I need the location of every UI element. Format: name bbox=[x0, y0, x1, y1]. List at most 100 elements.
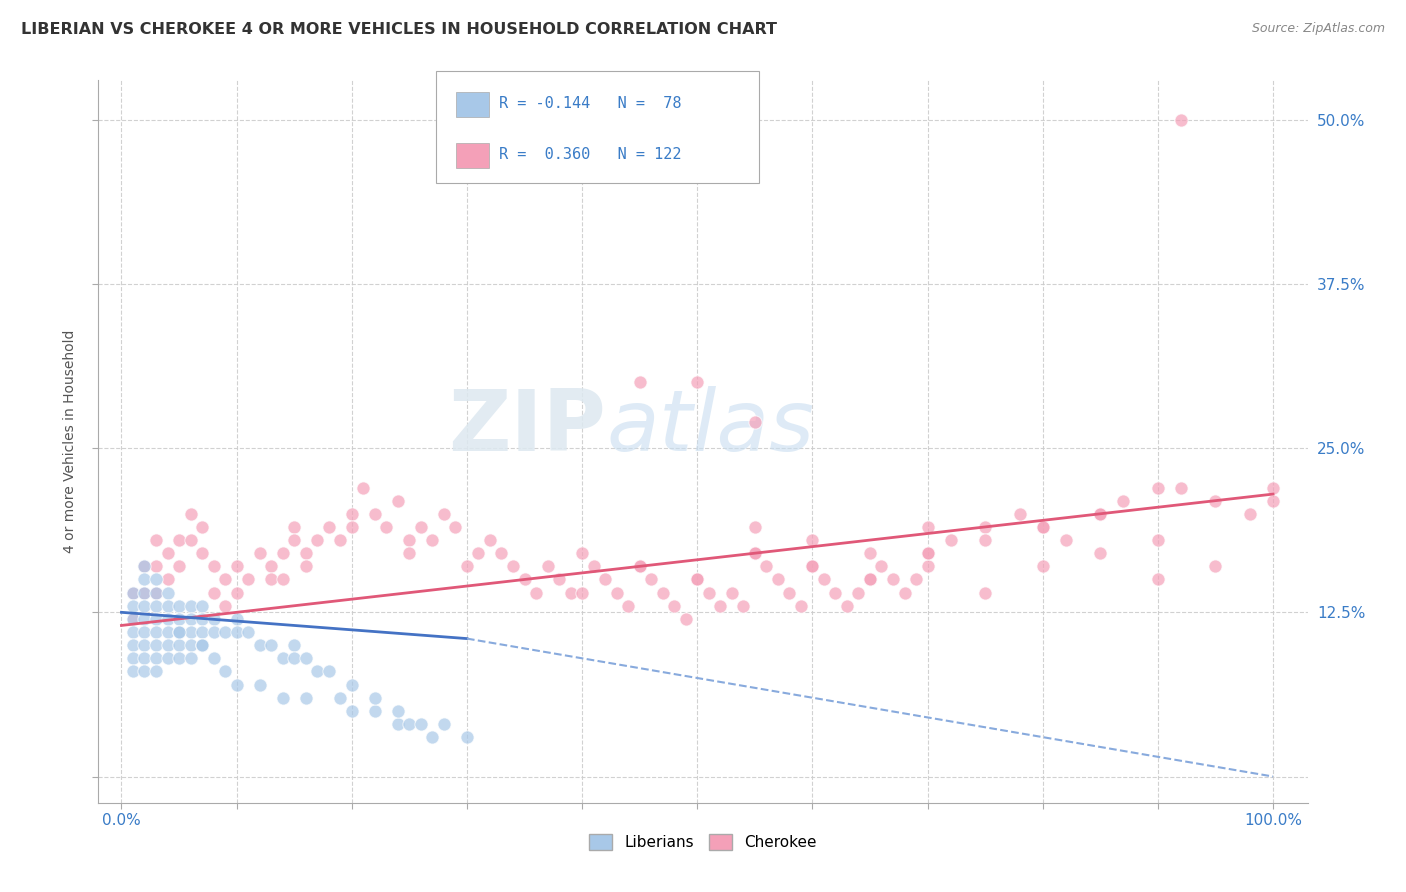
Point bbox=[145, 573, 167, 587]
Point bbox=[134, 585, 156, 599]
Point bbox=[202, 559, 225, 574]
Point bbox=[340, 520, 363, 534]
Point bbox=[134, 612, 156, 626]
Point bbox=[156, 573, 179, 587]
Point bbox=[859, 573, 882, 587]
Point bbox=[122, 612, 145, 626]
Point bbox=[260, 559, 283, 574]
Point bbox=[456, 730, 478, 744]
Point bbox=[271, 546, 294, 560]
Point bbox=[236, 625, 259, 640]
Text: atlas: atlas bbox=[606, 385, 814, 468]
Point bbox=[145, 559, 167, 574]
Point bbox=[409, 717, 432, 731]
Point bbox=[801, 533, 824, 547]
Point bbox=[134, 665, 156, 679]
Point bbox=[398, 533, 420, 547]
Point bbox=[294, 559, 316, 574]
Point bbox=[387, 493, 409, 508]
Point bbox=[156, 585, 179, 599]
Point bbox=[1261, 493, 1284, 508]
Point bbox=[1090, 546, 1112, 560]
Point bbox=[180, 612, 202, 626]
Point bbox=[582, 559, 605, 574]
Point bbox=[352, 481, 374, 495]
Point bbox=[260, 573, 283, 587]
Point bbox=[848, 585, 870, 599]
Point bbox=[167, 599, 190, 613]
Point bbox=[478, 533, 501, 547]
Point bbox=[755, 559, 778, 574]
Point bbox=[122, 599, 145, 613]
Point bbox=[236, 573, 259, 587]
Point bbox=[134, 573, 156, 587]
Point bbox=[686, 573, 709, 587]
Point bbox=[1054, 533, 1077, 547]
Point bbox=[122, 665, 145, 679]
Point bbox=[167, 638, 190, 652]
Point bbox=[651, 585, 673, 599]
Point bbox=[167, 612, 190, 626]
Point bbox=[593, 573, 616, 587]
Point bbox=[191, 520, 214, 534]
Point bbox=[1112, 493, 1135, 508]
Point bbox=[202, 612, 225, 626]
Point bbox=[709, 599, 731, 613]
Point bbox=[318, 665, 340, 679]
Point bbox=[744, 520, 766, 534]
Point bbox=[156, 546, 179, 560]
Point bbox=[329, 533, 352, 547]
Point bbox=[974, 520, 997, 534]
Point bbox=[191, 612, 214, 626]
Point bbox=[134, 651, 156, 665]
Point bbox=[191, 638, 214, 652]
Point bbox=[340, 507, 363, 521]
Point bbox=[398, 546, 420, 560]
Point bbox=[524, 585, 547, 599]
Point bbox=[433, 507, 456, 521]
Point bbox=[422, 533, 444, 547]
Point bbox=[318, 520, 340, 534]
Point bbox=[824, 585, 846, 599]
Point bbox=[859, 546, 882, 560]
Point bbox=[180, 651, 202, 665]
Point bbox=[364, 507, 387, 521]
Point bbox=[1032, 559, 1054, 574]
Point bbox=[686, 573, 709, 587]
Point bbox=[939, 533, 962, 547]
Point bbox=[283, 520, 305, 534]
Point bbox=[364, 690, 387, 705]
Point bbox=[491, 546, 513, 560]
Point bbox=[398, 717, 420, 731]
Point bbox=[686, 376, 709, 390]
Point bbox=[422, 730, 444, 744]
Point bbox=[225, 559, 247, 574]
Point bbox=[790, 599, 813, 613]
Point bbox=[307, 533, 329, 547]
Point bbox=[628, 559, 651, 574]
Text: R =  0.360   N = 122: R = 0.360 N = 122 bbox=[499, 147, 682, 162]
Point bbox=[1170, 481, 1192, 495]
Point bbox=[167, 651, 190, 665]
Point bbox=[917, 546, 939, 560]
Point bbox=[145, 599, 167, 613]
Point bbox=[536, 559, 558, 574]
Point bbox=[145, 612, 167, 626]
Point bbox=[145, 533, 167, 547]
Point bbox=[571, 585, 593, 599]
Point bbox=[1032, 520, 1054, 534]
Point bbox=[122, 585, 145, 599]
Legend: Liberians, Cherokee: Liberians, Cherokee bbox=[583, 829, 823, 856]
Point bbox=[180, 533, 202, 547]
Point bbox=[167, 625, 190, 640]
Point bbox=[744, 415, 766, 429]
Point bbox=[180, 507, 202, 521]
Point bbox=[202, 585, 225, 599]
Point bbox=[571, 546, 593, 560]
Point bbox=[156, 638, 179, 652]
Point bbox=[191, 599, 214, 613]
Point bbox=[917, 520, 939, 534]
Point bbox=[145, 585, 167, 599]
Point bbox=[744, 546, 766, 560]
Point bbox=[167, 559, 190, 574]
